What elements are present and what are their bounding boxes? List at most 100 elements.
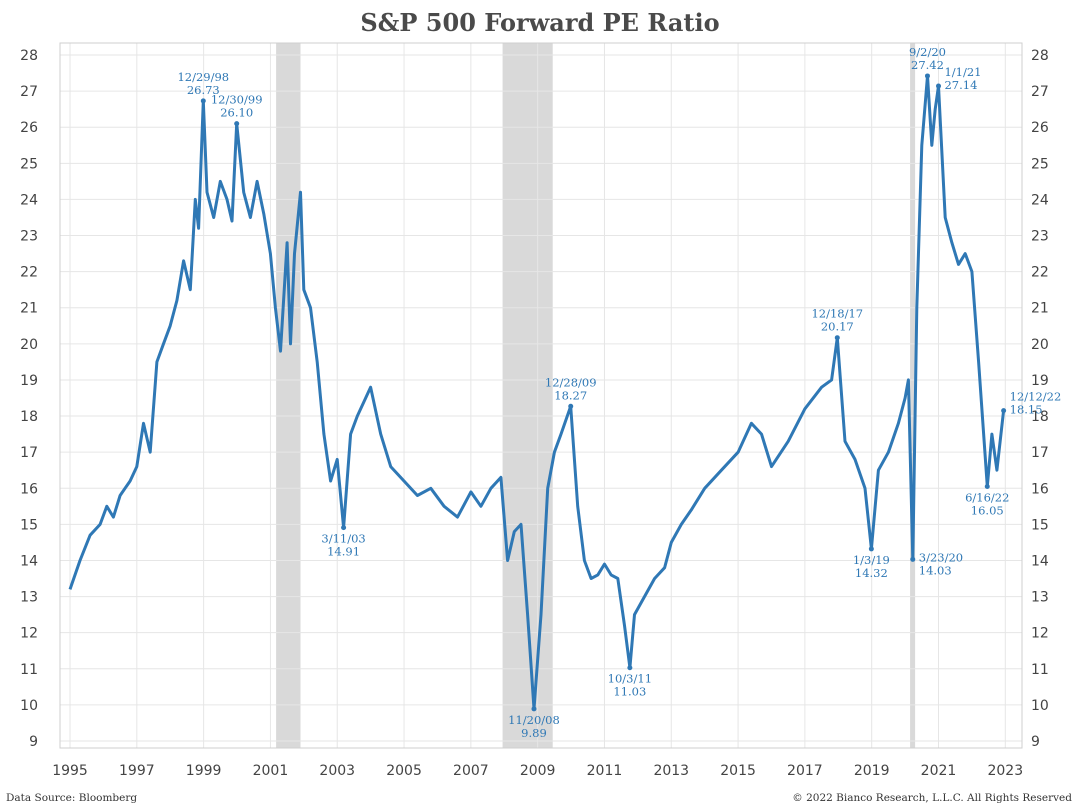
y-tick-label-left: 25 (20, 156, 38, 172)
y-tick-label-right: 19 (1031, 373, 1049, 389)
annotation-date: 12/30/99 (211, 93, 263, 107)
data-source-note: Data Source: Bloomberg (6, 792, 138, 804)
pe-ratio-series-line (68, 74, 1006, 711)
annotation-value: 14.03 (919, 563, 952, 577)
y-tick-label-left: 10 (20, 698, 38, 714)
annotation-marker (984, 483, 990, 489)
recession-bands (276, 43, 916, 748)
chart-title: S&P 500 Forward PE Ratio (360, 8, 720, 37)
axes: 9 9 10 10 11 11 12 12 13 13 14 14 15 15 16 16 17 17 18 18 19… (20, 42, 1049, 779)
annotation-date: 11/20/08 (508, 713, 560, 727)
y-tick-label-left: 19 (20, 373, 38, 389)
annotation-date: 10/3/11 (608, 672, 652, 686)
annotation-value: 16.05 (971, 503, 1004, 517)
x-tick-label: 2001 (253, 763, 289, 779)
annotation-value: 26.10 (220, 106, 253, 120)
y-tick-label-left: 13 (20, 590, 38, 606)
x-tick-label: 1999 (186, 763, 222, 779)
x-tick-label: 2013 (653, 763, 689, 779)
y-tick-label-left: 12 (20, 626, 38, 642)
y-tick-label-right: 15 (1031, 517, 1049, 533)
copyright-note: © 2022 Bianco Research, L.L.C. All Right… (792, 792, 1072, 804)
annotation-marker (568, 403, 574, 409)
annotation-marker (935, 83, 941, 89)
annotation-date: 1/3/19 (853, 553, 890, 567)
y-tick-label-right: 16 (1031, 481, 1049, 497)
annotation-marker (924, 73, 930, 79)
y-tick-label-left: 9 (29, 734, 38, 750)
y-tick-label-left: 22 (20, 265, 38, 281)
y-tick-label-left: 23 (20, 229, 38, 245)
y-tick-label-right: 10 (1031, 698, 1049, 714)
annotation-date: 6/16/22 (965, 490, 1009, 504)
x-tick-label: 2023 (987, 763, 1023, 779)
y-tick-label-left: 20 (20, 337, 38, 353)
y-tick-label-right: 12 (1031, 626, 1049, 642)
y-tick-label-right: 18 (1031, 409, 1049, 425)
x-tick-label: 2017 (787, 763, 823, 779)
y-tick-label-right: 20 (1031, 337, 1049, 353)
annotation-marker (200, 98, 206, 104)
y-tick-label-right: 26 (1031, 120, 1049, 136)
annotation-date: 3/11/03 (321, 532, 365, 546)
y-tick-label-right: 25 (1031, 156, 1049, 172)
y-tick-label-left: 18 (20, 409, 38, 425)
series-line (68, 74, 1006, 711)
annotation-value: 27.14 (944, 78, 977, 92)
annotation-value: 26.73 (187, 83, 220, 97)
y-tick-label-left: 15 (20, 517, 38, 533)
y-tick-label-right: 24 (1031, 192, 1049, 208)
annotation-value: 18.15 (1010, 403, 1043, 417)
y-tick-label-right: 9 (1031, 734, 1040, 750)
x-tick-label: 2011 (587, 763, 623, 779)
y-tick-label-right: 13 (1031, 590, 1049, 606)
annotation-marker (834, 335, 840, 341)
y-tick-label-left: 28 (20, 48, 38, 64)
y-tick-label-right: 17 (1031, 445, 1049, 461)
annotation-value: 9.89 (521, 726, 547, 740)
annotation-marker (868, 546, 874, 552)
annotation-date: 1/1/21 (944, 65, 981, 79)
annotation-date: 9/2/20 (909, 45, 946, 59)
annotation-marker (234, 121, 240, 127)
annotation-date: 12/29/98 (177, 70, 229, 84)
annotation-date: 12/18/17 (811, 307, 863, 321)
annotation-marker (910, 556, 916, 562)
annotation-marker (341, 525, 347, 531)
annotation-value: 14.91 (327, 545, 360, 559)
annotation-value: 27.42 (911, 58, 944, 72)
recession-band-1 (502, 43, 553, 748)
annotation-marker (531, 706, 537, 712)
y-tick-label-right: 23 (1031, 229, 1049, 245)
recession-band-2 (910, 43, 916, 748)
annotation-date: 12/12/22 (1010, 390, 1062, 404)
x-tick-label: 2003 (319, 763, 355, 779)
x-tick-label: 2019 (854, 763, 890, 779)
annotation-value: 11.03 (613, 685, 646, 699)
annotation-date: 3/23/20 (919, 550, 963, 564)
y-tick-label-right: 11 (1031, 662, 1049, 678)
y-tick-label-right: 27 (1031, 84, 1049, 100)
y-tick-label-left: 24 (20, 192, 38, 208)
y-tick-label-right: 28 (1031, 48, 1049, 64)
y-tick-label-left: 21 (20, 301, 38, 317)
x-tick-label: 2007 (453, 763, 489, 779)
x-tick-label: 2015 (720, 763, 756, 779)
recession-band-0 (276, 43, 301, 748)
y-tick-label-left: 27 (20, 84, 38, 100)
y-tick-label-left: 26 (20, 120, 38, 136)
y-tick-label-left: 17 (20, 445, 38, 461)
annotation-marker (627, 665, 633, 671)
x-tick-label: 2005 (386, 763, 422, 779)
y-tick-label-left: 11 (20, 662, 38, 678)
annotation-value: 20.17 (821, 320, 854, 334)
annotation-value: 18.27 (554, 388, 587, 402)
x-tick-label: 2009 (520, 763, 556, 779)
plot-frame (59, 42, 1023, 749)
x-tick-label: 2021 (921, 763, 957, 779)
annotation-value: 14.32 (855, 566, 888, 580)
y-tick-label-right: 21 (1031, 301, 1049, 317)
annotation-marker (1001, 408, 1007, 414)
